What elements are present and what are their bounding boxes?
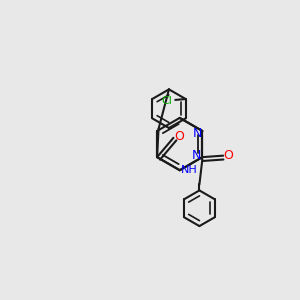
Text: Cl: Cl [161,95,172,106]
Text: N: N [192,149,201,162]
Text: NH: NH [181,165,198,175]
Text: N: N [192,127,202,140]
Text: O: O [174,130,184,143]
Text: O: O [224,149,233,162]
